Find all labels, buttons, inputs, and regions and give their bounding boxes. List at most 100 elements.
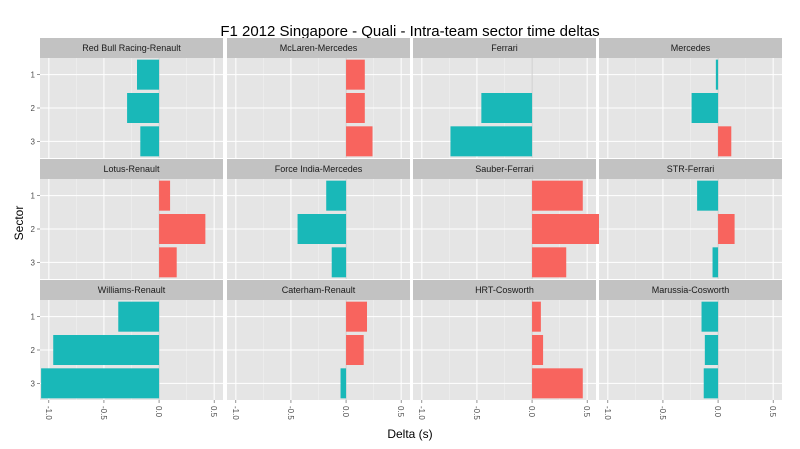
facet-strip xyxy=(40,280,223,300)
facet-title: Mercedes xyxy=(671,43,711,53)
facet-title: Williams-Renault xyxy=(98,285,166,295)
bar-sector-3 xyxy=(346,126,373,157)
facet-red-bull-racing-renault: Red Bull Racing-Renault 1 2 3 xyxy=(31,38,223,158)
bar-sector-1 xyxy=(137,59,160,90)
facet-force-india-mercedes: Force India-Mercedes xyxy=(227,159,410,279)
bar-sector-2 xyxy=(718,214,735,244)
y-tick-label: 1 xyxy=(31,313,36,322)
bar-sector-2 xyxy=(297,214,347,244)
bar-sector-1 xyxy=(715,59,719,90)
bar-sector-1 xyxy=(159,180,171,211)
bar-sector-3 xyxy=(159,247,177,278)
facet-strip xyxy=(227,159,410,179)
bar-sector-2 xyxy=(53,335,160,365)
bar-sector-2 xyxy=(159,214,206,244)
bar-sector-3 xyxy=(331,247,347,278)
facet-title: McLaren-Mercedes xyxy=(280,43,358,53)
y-tick-label: 3 xyxy=(31,137,36,146)
facet-caterham-renault: Caterham-Renault -1.0 -0.5 0.0 0.5 xyxy=(227,280,410,420)
bar-sector-2 xyxy=(691,93,719,123)
bar-sector-1 xyxy=(118,301,160,332)
facet-strip xyxy=(413,280,596,300)
facet-strip xyxy=(227,38,410,58)
facet-hrt-cosworth: HRT-Cosworth -1.0 -0.5 0.0 0.5 xyxy=(413,280,596,420)
facet-strip xyxy=(40,38,223,58)
facet-title: HRT-Cosworth xyxy=(475,285,534,295)
facet-strip xyxy=(413,38,596,58)
y-axis-title: Sector xyxy=(12,206,26,241)
bar-sector-2 xyxy=(346,93,365,123)
facet-title: Red Bull Racing-Renault xyxy=(82,43,181,53)
bar-sector-2 xyxy=(532,214,612,244)
facet-strip xyxy=(599,38,782,58)
x-tick-label: -0.5 xyxy=(99,406,108,420)
facet-strip xyxy=(599,280,782,300)
bar-sector-3 xyxy=(712,247,719,278)
facet-panels: Red Bull Racing-Renault 1 2 3 McLaren-Merced… xyxy=(31,38,782,420)
bar-sector-3 xyxy=(718,126,732,157)
y-tick-label: 2 xyxy=(31,104,36,113)
x-tick-label: 0.0 xyxy=(527,406,536,418)
facet-marussia-cosworth: Marussia-Cosworth -1.0 -0.5 0.0 0.5 xyxy=(599,280,782,420)
x-tick-label: -0.5 xyxy=(658,406,667,420)
x-tick-label: -1.0 xyxy=(44,406,53,420)
chart-title: F1 2012 Singapore - Quali - Intra-team s… xyxy=(220,23,599,40)
x-tick-label: 0.5 xyxy=(768,406,777,418)
x-tick-label: -0.5 xyxy=(472,406,481,420)
bar-sector-3 xyxy=(532,368,583,399)
bar-sector-2 xyxy=(532,335,544,365)
facet-williams-renault: Williams-Renault 1 2 3 -1.0 -0.5 0.0 0.5 xyxy=(31,280,223,420)
x-axis-title: Delta (s) xyxy=(387,427,432,441)
bar-sector-3 xyxy=(340,368,347,399)
bar-sector-2 xyxy=(704,335,719,365)
x-tick-label: 0.0 xyxy=(154,406,163,418)
facet-ferrari: Ferrari xyxy=(413,38,596,158)
x-tick-label: -0.5 xyxy=(286,406,295,420)
y-tick-label: 1 xyxy=(31,71,36,80)
bar-sector-1 xyxy=(346,59,365,90)
x-tick-label: 0.5 xyxy=(209,406,218,418)
bar-sector-1 xyxy=(346,301,368,332)
facet-strip xyxy=(413,159,596,179)
bar-sector-1 xyxy=(326,180,347,211)
x-tick-label: 0.0 xyxy=(713,406,722,418)
facet-mercedes: Mercedes xyxy=(599,38,782,158)
facet-strip xyxy=(40,159,223,179)
x-tick-label: -1.0 xyxy=(603,406,612,420)
facet-title: Lotus-Renault xyxy=(103,164,160,174)
bar-sector-3 xyxy=(140,126,160,157)
facet-strip xyxy=(599,159,782,179)
facet-title: Sauber-Ferrari xyxy=(475,164,534,174)
x-tick-label: 0.5 xyxy=(396,406,405,418)
bar-sector-3 xyxy=(450,126,533,157)
bar-sector-3 xyxy=(703,368,719,399)
facet-title: Force India-Mercedes xyxy=(275,164,363,174)
bar-sector-3 xyxy=(532,247,567,278)
facet-title: Marussia-Cosworth xyxy=(652,285,730,295)
facet-title: Ferrari xyxy=(491,43,518,53)
y-tick-label: 3 xyxy=(31,258,36,267)
bar-sector-3 xyxy=(41,368,160,399)
facet-title: STR-Ferrari xyxy=(667,164,715,174)
bar-sector-2 xyxy=(481,93,533,123)
x-tick-label: 0.0 xyxy=(341,406,350,418)
facet-title: Caterham-Renault xyxy=(282,285,356,295)
facet-lotus-renault: Lotus-Renault 1 2 3 xyxy=(31,159,223,279)
y-tick-label: 3 xyxy=(31,379,36,388)
facet-sauber-ferrari: Sauber-Ferrari xyxy=(413,159,612,279)
x-tick-label: -1.0 xyxy=(231,406,240,420)
bar-sector-2 xyxy=(346,335,364,365)
bar-sector-1 xyxy=(532,301,541,332)
y-tick-label: 1 xyxy=(31,192,36,201)
facet-mclaren-mercedes: McLaren-Mercedes xyxy=(227,38,410,158)
y-tick-label: 2 xyxy=(31,225,36,234)
y-tick-label: 2 xyxy=(31,346,36,355)
bar-sector-2 xyxy=(127,93,160,123)
bar-sector-1 xyxy=(701,301,719,332)
x-tick-label: 0.5 xyxy=(582,406,591,418)
facet-strip xyxy=(227,280,410,300)
bar-sector-1 xyxy=(532,180,583,211)
bar-sector-1 xyxy=(697,180,719,211)
x-tick-label: -1.0 xyxy=(417,406,426,420)
